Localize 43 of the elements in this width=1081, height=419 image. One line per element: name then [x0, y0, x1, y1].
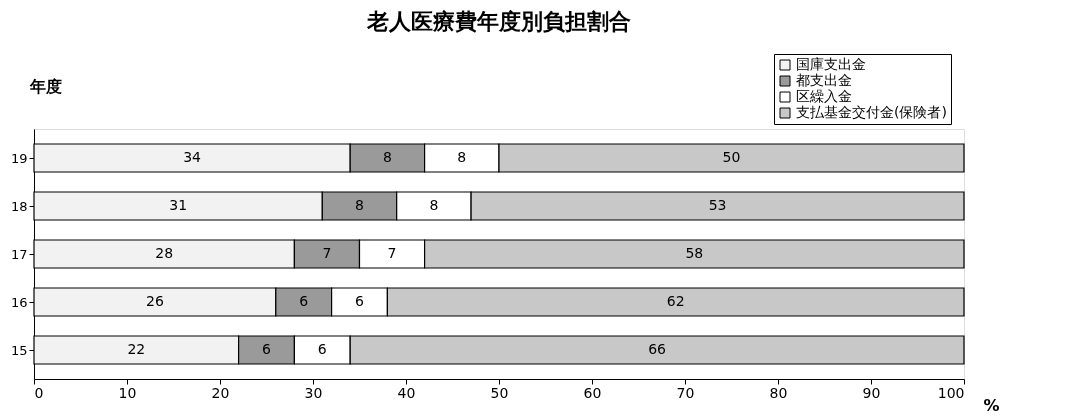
x-axis-title: %: [983, 395, 1000, 415]
x-tick-label: 40: [397, 384, 416, 401]
data-label: 8: [429, 197, 439, 213]
x-tick-label: 50: [490, 384, 509, 401]
legend-label: 支払基金交付金(保険者): [796, 104, 947, 120]
legend-label: 区繰入金: [796, 88, 852, 104]
data-label: 34: [183, 149, 202, 165]
data-label: 6: [355, 293, 365, 309]
y-tick-label: 17: [10, 246, 28, 262]
x-tick-label: 70: [676, 384, 695, 401]
y-tick-label: 15: [10, 342, 28, 358]
data-label: 66: [648, 341, 667, 357]
data-label: 7: [322, 245, 332, 261]
x-tick-label: 10: [118, 384, 137, 401]
x-tick-label: 90: [862, 384, 881, 401]
data-label: 8: [355, 197, 364, 213]
data-label: 58: [685, 245, 704, 261]
data-label: 26: [145, 293, 164, 309]
data-label: 8: [457, 149, 467, 165]
data-label: 28: [155, 245, 174, 261]
legend-label: 国庫支出金: [796, 56, 866, 72]
data-label: 6: [262, 341, 272, 357]
legend-label: 都支出金: [796, 72, 852, 88]
x-tick-label: 80: [769, 384, 788, 401]
x-tick-label: 0: [34, 384, 44, 401]
x-tick-label: 60: [583, 384, 602, 401]
x-tick-label: 100: [937, 384, 965, 401]
data-label: 50: [722, 149, 741, 165]
y-tick-label: 19: [10, 150, 28, 166]
chart-title: 老人医療費年度別負担割合: [366, 8, 631, 34]
y-axis-title: 年度: [28, 76, 62, 96]
data-label: 62: [666, 293, 685, 309]
data-label: 6: [317, 341, 327, 357]
x-tick-label: 30: [304, 384, 323, 401]
y-tick-label: 16: [10, 294, 28, 310]
data-label: 6: [299, 293, 309, 309]
data-label: 7: [387, 245, 397, 261]
x-tick-label: 20: [211, 384, 230, 401]
data-label: 53: [708, 197, 727, 213]
data-label: 8: [382, 149, 392, 165]
data-label: 22: [127, 341, 146, 357]
y-tick-label: 18: [10, 198, 28, 214]
data-label: 31: [169, 197, 188, 213]
